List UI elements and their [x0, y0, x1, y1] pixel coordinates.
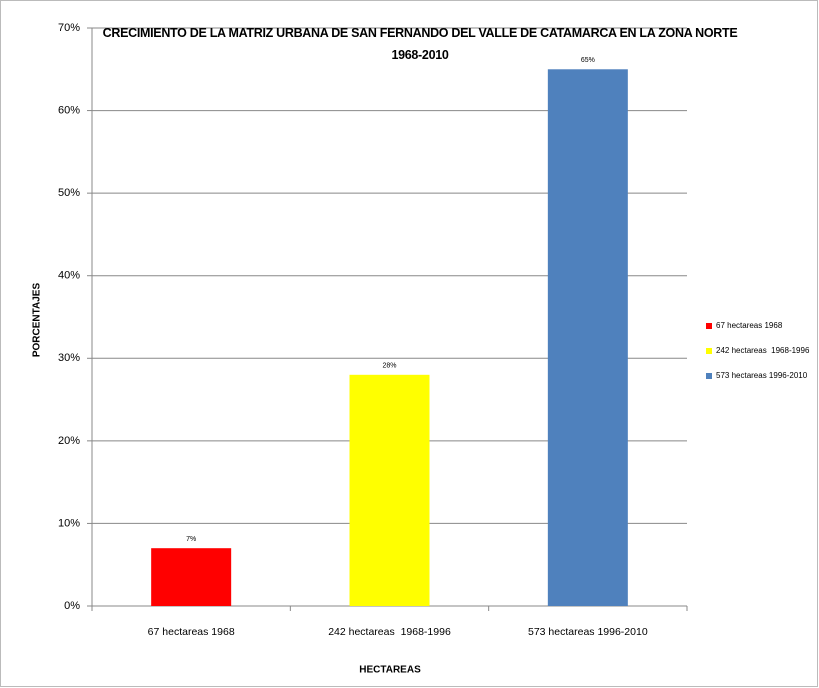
- bar: [547, 69, 628, 607]
- bar: [349, 374, 430, 606]
- y-tick-label: 10%: [58, 517, 80, 529]
- legend-swatch: [706, 323, 712, 329]
- data-label: 28%: [382, 363, 396, 370]
- chart-title: CRECIMIENTO DE LA MATRIZ URBANA DE SAN F…: [102, 26, 738, 62]
- legend-swatch: [706, 348, 712, 354]
- y-tick-label: 20%: [58, 435, 80, 447]
- y-axis-label: PORCENTAJES: [32, 283, 43, 358]
- y-tick-label: 70%: [58, 22, 80, 34]
- legend-label: 573 hectareas 1996-2010: [716, 371, 808, 380]
- data-label: 7%: [186, 536, 196, 543]
- x-tick-label: 573 hectareas 1996-2010: [528, 626, 648, 638]
- x-tick-label: 67 hectareas 1968: [148, 626, 235, 638]
- data-label: 65%: [581, 57, 595, 64]
- y-tick-label: 0%: [64, 600, 80, 612]
- y-tick-label: 40%: [58, 270, 80, 282]
- legend-swatch: [706, 373, 712, 379]
- x-axis-label: HECTAREAS: [359, 665, 421, 676]
- bar: [151, 548, 232, 606]
- x-tick-label: 242 hectareas 1968-1996: [328, 626, 451, 638]
- y-tick-label: 50%: [58, 187, 80, 199]
- legend-label: 67 hectareas 1968: [716, 321, 783, 330]
- legend-label: 242 hectareas 1968-1996: [716, 346, 810, 355]
- y-tick-label: 30%: [58, 352, 80, 364]
- y-tick-label: 60%: [58, 104, 80, 116]
